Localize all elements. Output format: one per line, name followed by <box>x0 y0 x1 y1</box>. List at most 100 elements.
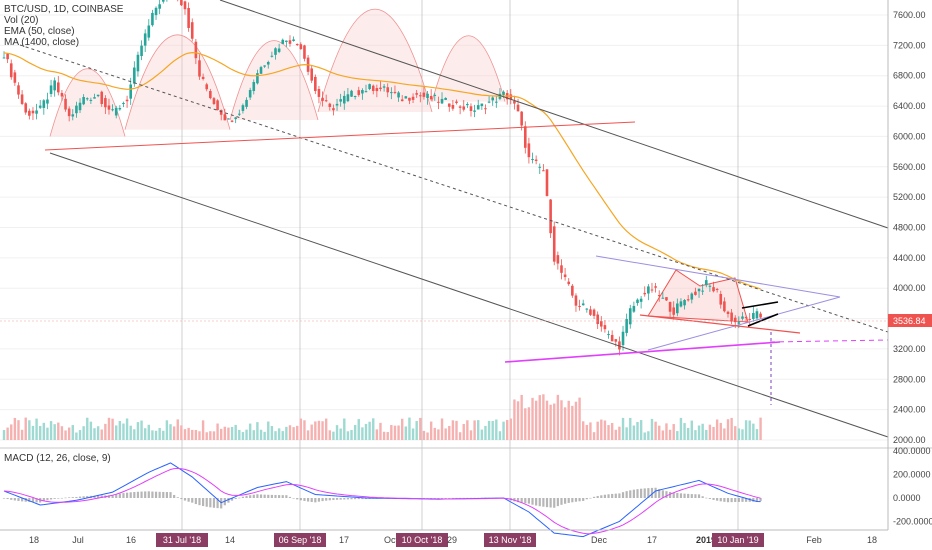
volume-bar <box>216 423 219 440</box>
volume-bar <box>632 425 636 440</box>
volume-bar <box>408 417 411 440</box>
candle-body <box>161 0 165 2</box>
macd-histogram-bar <box>111 495 114 498</box>
macd-histogram-bar <box>165 492 168 498</box>
volume-bar <box>104 423 107 440</box>
volume-bar <box>686 427 690 440</box>
macd-histogram-bar <box>592 496 596 498</box>
volume-bar <box>238 429 241 440</box>
triangle-top-line <box>595 255 841 298</box>
macd-histogram-bar <box>263 494 266 498</box>
macd-histogram-bar <box>730 498 733 503</box>
candle-body <box>422 92 426 97</box>
macd-histogram-bar <box>274 494 277 498</box>
volume-bar <box>86 417 89 440</box>
candle-body <box>538 166 542 168</box>
volume-bar <box>248 423 252 440</box>
volume-bar <box>654 421 657 440</box>
macd-histogram-bar <box>697 494 701 498</box>
candle-body <box>614 339 618 342</box>
macd-histogram-bar <box>723 498 726 502</box>
candle-body <box>114 107 118 116</box>
volume-bar <box>643 432 646 440</box>
candle-body <box>310 68 313 81</box>
candle-body <box>513 101 516 104</box>
macd-histogram-bar <box>516 498 520 503</box>
macd-histogram-bar <box>202 498 205 507</box>
macd-histogram-bar <box>252 494 255 498</box>
macd-histogram-bar <box>625 491 628 498</box>
volume-bar <box>629 417 632 440</box>
volume-bar <box>477 420 480 440</box>
volume-bar <box>285 426 288 440</box>
candle-body <box>690 293 694 300</box>
volume-bar <box>574 401 578 440</box>
candle-body <box>563 274 567 278</box>
candle-body <box>24 103 28 113</box>
macd-histogram-bar <box>676 492 679 498</box>
price-tick-label: 2800.00 <box>893 374 926 384</box>
macd-histogram-bar <box>553 498 556 508</box>
candle-body <box>245 99 248 107</box>
grid-lines <box>0 0 888 530</box>
candle-body <box>187 7 190 28</box>
macd-histogram-bar <box>49 498 53 500</box>
channel-mid-dashed-line <box>19 44 889 333</box>
macd-histogram-bar <box>462 497 465 499</box>
macd-histogram-bar <box>361 498 364 500</box>
candle-body <box>361 90 364 94</box>
pattern-arc <box>49 68 126 137</box>
macd-histogram-bar <box>520 498 523 503</box>
volume-bar <box>701 423 704 440</box>
macd-histogram-bar <box>618 493 621 498</box>
candle-body <box>379 87 382 90</box>
candle-body <box>357 90 361 95</box>
volume-bar <box>28 420 31 440</box>
volume-bar <box>607 425 610 440</box>
candle-body <box>451 104 455 109</box>
candle-body <box>364 91 368 93</box>
support-projection <box>769 339 889 343</box>
macd-histogram-bar <box>335 498 339 500</box>
macd-histogram-bar <box>357 498 360 500</box>
candle-body <box>104 98 107 108</box>
candle-body <box>335 103 339 106</box>
volume-bar <box>364 423 368 440</box>
candle-body <box>274 48 277 55</box>
candle-body <box>100 91 104 104</box>
volume-bar <box>491 420 494 440</box>
candle-body <box>285 40 288 42</box>
macd-histogram-bar <box>314 498 317 503</box>
candle-body <box>650 289 654 291</box>
last-price-badge <box>888 314 932 327</box>
time-tick-label: 2019 <box>696 535 716 545</box>
volume-bar <box>324 418 328 440</box>
candle-body <box>118 108 122 110</box>
volume-bar <box>694 430 697 440</box>
candle-body <box>726 311 730 315</box>
volume-bar <box>582 421 585 440</box>
volume-bar <box>49 421 53 440</box>
macd-histogram-bar <box>68 497 71 498</box>
volume-bar <box>650 418 654 440</box>
candle-body <box>600 321 603 327</box>
volume-bar <box>625 427 628 440</box>
volume-bar <box>256 422 259 440</box>
time-tick-label: Feb <box>806 535 822 545</box>
macd-histogram-bar <box>13 498 16 501</box>
macd-histogram-bar <box>299 498 302 501</box>
price-tick-label: 6400.00 <box>893 101 926 111</box>
macd-histogram-bar <box>93 495 96 498</box>
candle-body <box>603 325 607 330</box>
ema-line <box>3 51 761 290</box>
macd-histogram-bar <box>10 498 13 500</box>
volume-bar <box>679 417 683 440</box>
volume-bar <box>20 429 24 440</box>
candle-body <box>154 7 158 16</box>
volume-bar <box>404 426 408 440</box>
macd-histogram-bar <box>183 498 187 501</box>
candle-body <box>277 48 281 52</box>
triangle-bottom-line <box>647 296 841 351</box>
